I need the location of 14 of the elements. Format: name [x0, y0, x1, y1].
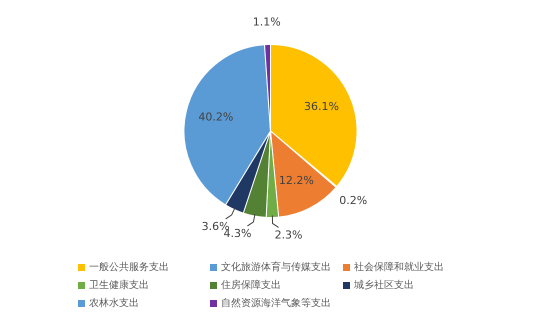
data-label: 1.1% [252, 15, 281, 28]
data-label: 40.2% [198, 110, 234, 124]
legend-label: 城乡社区支出 [354, 278, 414, 292]
data-label: 36.1% [304, 100, 339, 114]
data-label: 12.2% [278, 174, 314, 187]
legend-label: 农林水支出 [89, 296, 139, 310]
legend-label: 文化旅游体育与传媒支出 [221, 260, 331, 274]
legend-label: 卫生健康支出 [89, 278, 149, 292]
legend-label: 住房保障支出 [221, 278, 281, 292]
data-label: 0.2% [339, 194, 368, 208]
legend-label: 自然资源海洋气象等支出 [221, 296, 331, 310]
data-label: 2.3% [274, 228, 303, 242]
legend-label: 一般公共服务支出 [89, 260, 169, 274]
legend-label: 社会保障和就业支出 [354, 260, 444, 274]
